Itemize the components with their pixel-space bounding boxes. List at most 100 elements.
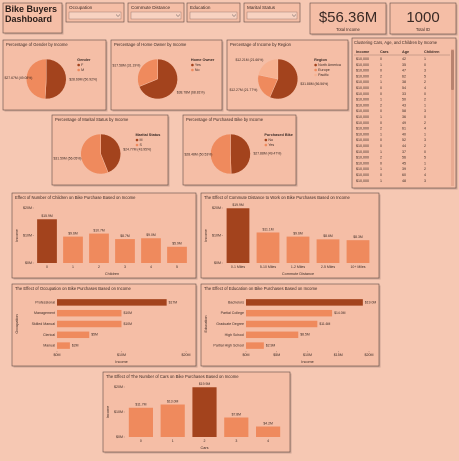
- pie-slice: [44, 58, 67, 100]
- y-tick-label: High School: [225, 333, 245, 337]
- y-axis-title: Education: [204, 316, 208, 333]
- dropdown[interactable]: [68, 11, 122, 20]
- bar: [226, 208, 250, 263]
- x-tick-label: 2: [98, 265, 100, 269]
- bar: [224, 417, 249, 437]
- legend-swatch: [264, 138, 268, 142]
- table-cell: 0: [380, 121, 382, 125]
- legend-label: No: [268, 138, 273, 142]
- table-cell: 38: [402, 80, 406, 84]
- chart-title: Percentage of Income by Region: [230, 42, 292, 47]
- table-cell: $10,000: [356, 138, 369, 142]
- table-cell: 60: [402, 173, 406, 177]
- table-cell: 58: [402, 109, 406, 113]
- bar: [57, 299, 167, 306]
- data-label: $17M: [169, 300, 178, 304]
- data-label: $4.2M: [263, 421, 273, 425]
- table-cell: 3: [424, 179, 426, 183]
- table-cell: $10,000: [356, 98, 369, 102]
- table-cell: 2: [380, 127, 382, 131]
- data-label: $28.69M (50.92%): [69, 78, 97, 82]
- table-cell: 0: [380, 138, 382, 142]
- x-tick-label: 4: [150, 265, 152, 269]
- x-tick-label: 0: [140, 439, 142, 443]
- scrollbar-thumb[interactable]: [451, 50, 454, 90]
- data-label: $13.0M: [167, 399, 178, 403]
- dropdown[interactable]: [130, 11, 182, 20]
- table-cell: 1: [424, 57, 426, 61]
- chart-title: The Effect of Commute Distance to Work o…: [204, 195, 350, 200]
- data-label: $17.58M (31.19%): [113, 64, 141, 68]
- bar: [57, 331, 90, 339]
- kpi-value: $56.36M: [319, 9, 377, 26]
- bar: [246, 309, 333, 317]
- y-tick-label: $0M: [116, 435, 123, 439]
- legend-title: Home Owner: [191, 58, 215, 62]
- table-cell: 42: [402, 57, 406, 61]
- table-cell: 1: [424, 161, 426, 165]
- y-tick-label: Manual: [43, 344, 55, 348]
- y-tick-label: $10M: [23, 233, 32, 237]
- legend-label: S: [140, 143, 143, 147]
- table-cell: 2: [380, 74, 382, 78]
- legend-swatch: [135, 138, 139, 142]
- table-cell: 1: [424, 132, 426, 136]
- table-cell: 1: [380, 63, 382, 67]
- bar: [57, 342, 70, 349]
- bar: [141, 238, 161, 263]
- table-panel: [351, 37, 457, 189]
- table-cell: 48: [402, 179, 406, 183]
- data-label: $12.21M (21.66%): [235, 58, 263, 62]
- pie-slice: [100, 133, 121, 173]
- table-cell: 1: [380, 80, 382, 84]
- table-cell: 1: [380, 150, 382, 154]
- slicer[interactable]: Commute Distance: [127, 2, 185, 23]
- table-cell: 0: [380, 144, 382, 148]
- y-tick-label: Graduate Degree: [216, 322, 244, 326]
- table-cell: 5: [424, 156, 426, 160]
- table-cell: $10,000: [356, 156, 369, 160]
- x-tick-label: 2-5 Miles: [321, 265, 335, 269]
- bar: [89, 233, 109, 263]
- table-cell: 4: [424, 86, 426, 90]
- slicer[interactable]: Occupation: [65, 2, 125, 23]
- pie-slice: [26, 58, 47, 100]
- chevron: [115, 14, 121, 17]
- kpi-value: 1000: [406, 9, 439, 26]
- legend-label: F: [81, 63, 84, 67]
- table-cell: $10,000: [356, 69, 369, 73]
- data-label: $11.1M: [262, 227, 273, 231]
- y-tick-label: $0M: [25, 261, 32, 265]
- table-cell: $10,000: [356, 57, 369, 61]
- data-label: $12.27M (21.77%): [229, 88, 257, 92]
- table-cell: 2: [424, 167, 426, 171]
- slicer[interactable]: Education: [186, 2, 241, 23]
- data-label: $11.7M: [135, 403, 146, 407]
- kpi-label: Total Income: [336, 27, 360, 32]
- x-tick-label: $20M: [182, 353, 191, 357]
- slicer-label: Commute Distance: [131, 5, 171, 10]
- data-label: $27.88M (49.47%): [253, 151, 281, 155]
- x-tick-label: 0: [46, 265, 48, 269]
- y-tick-label: $20M: [212, 206, 221, 210]
- dropdown[interactable]: [189, 11, 238, 20]
- slicer[interactable]: Marital Status: [243, 2, 301, 23]
- data-label: $31.88M (56.56%): [300, 82, 328, 86]
- chevron: [291, 14, 297, 17]
- table-cell: 2: [424, 121, 426, 125]
- table-cell: $10,000: [356, 173, 369, 177]
- legend-label: North America: [318, 63, 341, 67]
- data-label: $19.9M: [199, 382, 210, 386]
- table-cell: 52: [402, 138, 406, 142]
- table-cell: 39: [402, 167, 406, 171]
- table-cell: 2: [424, 80, 426, 84]
- data-label: $11.6M: [319, 322, 330, 326]
- bar: [63, 236, 83, 263]
- dropdown[interactable]: [246, 11, 298, 20]
- y-tick-label: Skilled Manual: [32, 322, 56, 326]
- table-cell: 37: [402, 150, 406, 154]
- bar: [286, 236, 310, 263]
- chart-title: Effect of Number of Children on Bike Pur…: [15, 195, 136, 200]
- legend-label: Pacific: [318, 73, 329, 77]
